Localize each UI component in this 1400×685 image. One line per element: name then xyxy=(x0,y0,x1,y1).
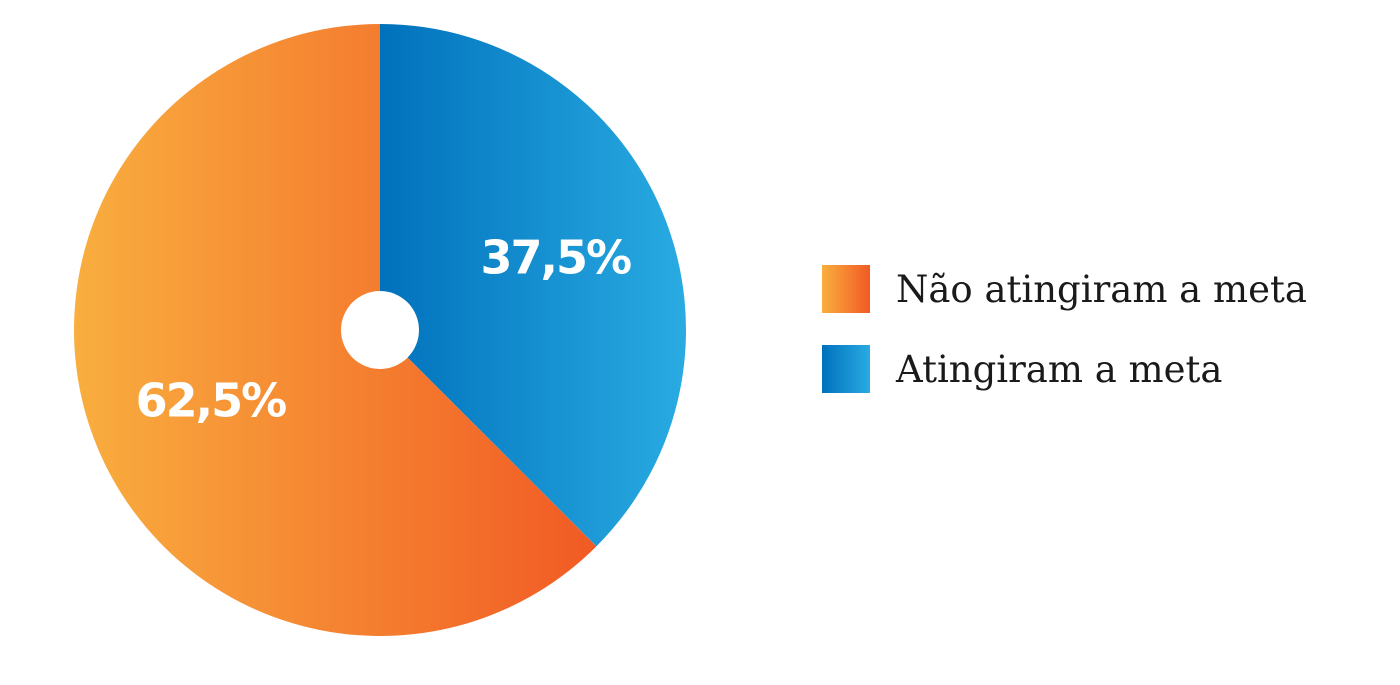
pie-center-hole xyxy=(341,291,419,369)
legend-label: Atingiram a meta xyxy=(896,347,1223,391)
pie-chart: 37,5% 62,5% xyxy=(74,24,687,636)
legend-item-nao-atingiram: Não atingiram a meta xyxy=(822,262,1307,316)
pie-slice-atingiram xyxy=(380,24,687,547)
pie-slice-nao-atingiram xyxy=(74,24,597,636)
legend: Não atingiram a meta Atingiram a meta xyxy=(822,262,1307,422)
legend-swatch-orange xyxy=(822,265,870,313)
slice-label-atingiram: 37,5% xyxy=(480,230,630,284)
legend-label: Não atingiram a meta xyxy=(896,267,1307,311)
slice-label-nao-atingiram: 62,5% xyxy=(136,373,286,427)
legend-item-atingiram: Atingiram a meta xyxy=(822,342,1307,396)
legend-swatch-blue xyxy=(822,345,870,393)
